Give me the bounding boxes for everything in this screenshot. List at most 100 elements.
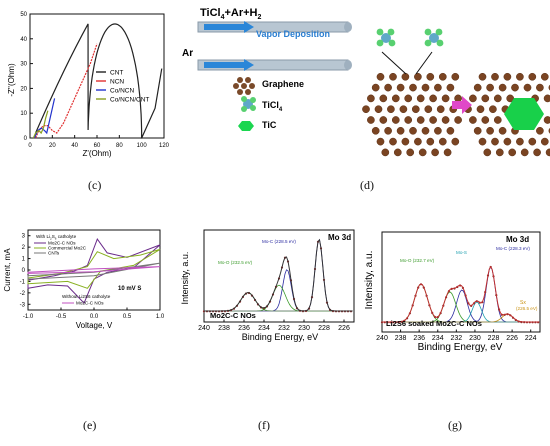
y-axis-label: Current, mA [3,248,12,292]
x-tick-label: 228 [488,335,500,342]
x-tick-label: 20 [49,143,56,149]
y-tick-label: 10 [20,111,27,117]
legend-label: Co/NCN [110,88,135,95]
chart-title: Mo 3d [328,233,351,242]
graphene-sheet [362,72,462,157]
panel-e: -1.0 -0.5 0.0 0.5 1.0 -3 -2 -1 0 1 2 3 Current, mA … [0,222,172,446]
x-tick-label: -1.0 [23,314,34,320]
fit-component [204,292,353,312]
y-tick-label: 20 [20,86,27,92]
fit-envelope [382,265,540,323]
graphene-icon [233,77,255,95]
sample-label: Li2S6 soaked Mo2C-C NOs [386,319,482,328]
plot-frame [203,229,355,323]
flow-arrow-icon [204,59,254,71]
process-label: Vapor Deposition [256,29,330,39]
gas-tube [197,59,352,71]
y-tick-label: 40 [20,37,27,43]
scan-rate-label: 10 mV S [118,286,141,292]
xps-chart-g: 240 238 236 234 232 230 228 226 224 Intensity, a… [364,231,541,353]
series-co-ncn-cnt [32,110,49,139]
x-tick-label: 228 [318,325,330,332]
nyquist-chart: 0 20 40 60 80 100 120 0 10 20 30 40 50 -Z''(Ohm) Z'(… [7,12,170,158]
peak-label-moo: Mo-O (232.7 eV) [400,258,435,263]
x-tick-label: 240 [376,335,388,342]
y-tick-label: -3 [20,302,26,308]
x-tick-label: 1.0 [156,314,165,320]
legend-tic: TiC [262,120,277,130]
y-tick-label: 2 [22,245,26,251]
x-axis-label: Z'(Ohm) [82,149,111,158]
deposition-tube: Vapor Deposition [197,21,352,39]
series-commercial-mo2c [27,248,161,289]
gas-label: Ar [182,48,193,59]
peak-label-moo: Mo-O (232.5 eV) [218,260,253,265]
plot-frame [381,231,541,333]
x-tick-label: 120 [159,143,170,149]
x-tick-label: 236 [238,325,250,332]
y-tick-label: 0 [24,136,28,142]
x-tick-label: 0.5 [123,314,132,320]
x-tick-label: 226 [506,335,518,342]
caption-e: (e) [83,418,97,432]
x-axis-label: Binding Energy, eV [418,342,503,352]
x-axis-label: Voltage, V [76,321,113,330]
x-tick-label: 234 [258,325,270,332]
fit-envelope [204,238,353,312]
tic-hexagon-icon [238,121,254,131]
caption-d: (d) [360,178,374,192]
svg-text:Commercial Mo2C: Commercial Mo2C [48,246,87,251]
x-tick-label: 0 [28,143,32,149]
y-axis-label: Intensity, a.u. [364,251,375,310]
x-tick-label: 238 [218,325,230,332]
tic-on-graphene-sheet [464,72,550,157]
y-axis-label: Intensity, a.u. [180,252,190,305]
panel-f: 240 238 236 234 232 230 228 226 Intensity, a.u.… [176,222,360,446]
y-tick-label: 0 [22,268,26,274]
peak-label-moc: Mo-C (228.3 eV) [496,246,530,251]
y-tick-label: 1 [22,257,26,263]
legend-label: Co/NCN/CNT [110,97,149,104]
x-tick-label: 230 [298,325,310,332]
caption-f: (f) [258,418,270,432]
flow-arrow-icon [204,21,254,33]
series-cnt [35,23,163,139]
x-tick-label: 230 [469,335,481,342]
fit-component [204,284,353,312]
peak-label-sx: Sx [520,300,526,306]
xps-chart-f: 240 238 236 234 232 230 228 226 Intensity, a.u.… [180,229,355,342]
y-tick-label: 50 [20,12,27,18]
legend-graphene: Graphene [262,79,304,89]
peak-label-sx-value: (226.5 eV) [516,306,538,311]
y-tick-label: -2 [20,291,26,297]
x-axis-label: Binding Energy, eV [242,332,318,342]
schematic-diagram: TiCl4+Ar+H2 Vapor Deposition Ar Graphene… [182,7,550,157]
x-tick-label: 238 [395,335,407,342]
svg-text:CNTs: CNTs [48,251,60,256]
ticl4-molecule-icon [424,28,444,47]
x-tick-label: 232 [451,335,463,342]
tic-hexagon-icon [504,98,544,130]
caption-c: (c) [88,178,102,192]
transform-arrow-icon [452,96,472,114]
legend-label: NCN [110,79,124,86]
fit-component [204,269,353,312]
x-tick-label: 234 [432,335,444,342]
sample-label: Mo2C-C NOs [210,311,256,320]
y-tick-label: 30 [20,62,27,68]
legend-ticl4: TiCl4 [262,100,283,113]
peak-label-moc: Mo-C (228.5 eV) [262,239,296,244]
panel-c: 0 20 40 60 80 100 120 0 10 20 30 40 50 -Z''(Ohm) Z'(… [0,0,172,192]
x-tick-label: 232 [278,325,290,332]
series-co-ncn [33,98,56,139]
cv-legend: With Li2S6 catholyte Mo2C-C NOs Commerci… [34,234,141,306]
y-tick-label: -1 [20,279,26,285]
ticl4-molecule-icon [241,96,256,112]
x-tick-label: 40 [71,143,78,149]
x-tick-label: -0.5 [56,314,67,320]
peak-label-mos: Mo-S [456,250,467,255]
arrow-icon [381,51,407,75]
legend-label: CNT [110,70,123,77]
svg-text:Mo2C-C NOs: Mo2C-C NOs [76,301,104,306]
